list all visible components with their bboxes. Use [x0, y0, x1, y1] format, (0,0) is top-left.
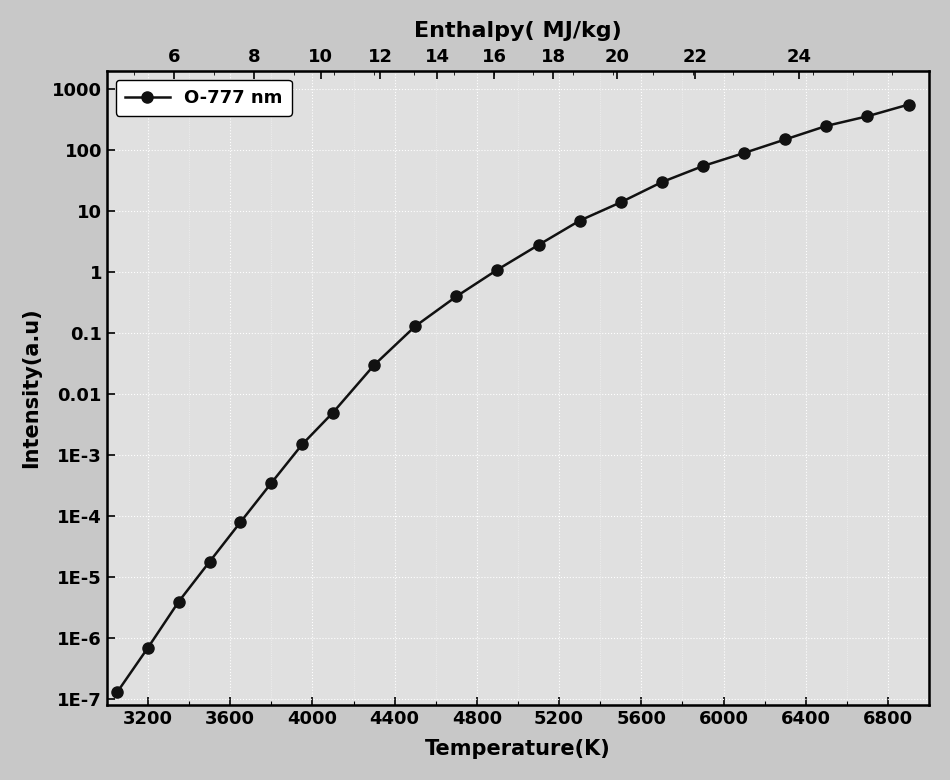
O-777 nm: [111, 688, 123, 697]
O-777 nm: [327, 408, 338, 417]
X-axis label: Enthalpy( MJ/kg): Enthalpy( MJ/kg): [414, 21, 622, 41]
O-777 nm: [142, 643, 154, 652]
O-777 nm: [780, 135, 791, 144]
Line: O-777 nm: O-777 nm: [111, 99, 914, 698]
O-777 nm: [738, 148, 750, 158]
O-777 nm: [574, 216, 585, 225]
O-777 nm: [492, 265, 504, 275]
O-777 nm: [821, 121, 832, 130]
O-777 nm: [862, 112, 873, 121]
O-777 nm: [615, 197, 626, 207]
O-777 nm: [409, 321, 421, 331]
O-777 nm: [697, 161, 709, 171]
Legend: O-777 nm: O-777 nm: [116, 80, 292, 116]
O-777 nm: [533, 240, 544, 250]
X-axis label: Temperature(K): Temperature(K): [425, 739, 611, 759]
O-777 nm: [450, 292, 462, 301]
O-777 nm: [235, 517, 246, 526]
Y-axis label: Intensity(a.u): Intensity(a.u): [21, 307, 41, 468]
O-777 nm: [656, 177, 668, 186]
O-777 nm: [266, 478, 277, 488]
O-777 nm: [902, 100, 914, 109]
O-777 nm: [204, 557, 216, 566]
O-777 nm: [296, 440, 308, 449]
O-777 nm: [369, 360, 380, 370]
O-777 nm: [173, 597, 184, 606]
